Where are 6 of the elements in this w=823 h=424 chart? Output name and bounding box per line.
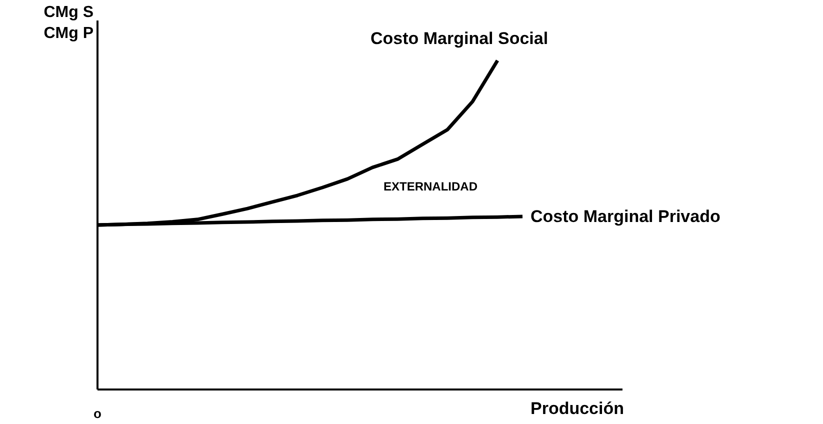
x-axis-title: Producción	[530, 399, 624, 418]
y-axis-title: CMg S CMg P	[44, 4, 94, 42]
series-label: Costo Marginal Privado	[530, 207, 720, 226]
annotation: EXTERNALIDAD	[384, 180, 478, 194]
text: Costo Marginal Social	[370, 29, 548, 48]
text: o	[94, 406, 102, 421]
